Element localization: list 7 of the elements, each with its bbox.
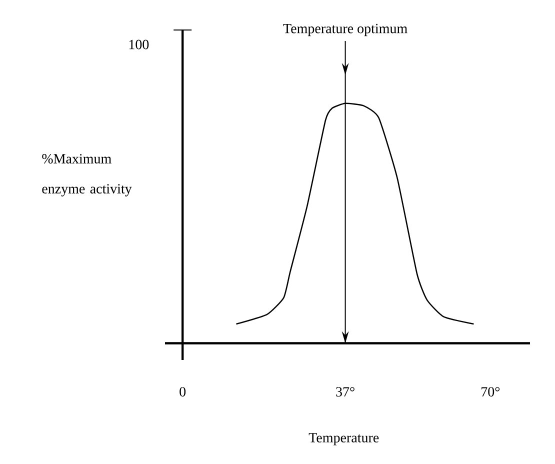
x-tick-label: 0 [180, 387, 186, 397]
text: %Maximum enzyme activity [42, 154, 132, 196]
x-tick-label: 70° [482, 387, 500, 397]
ref-line-label: Temperature optimum [283, 24, 408, 36]
x-axis-title: Temperature [308, 433, 379, 446]
x-tick-label: 37° [336, 387, 354, 397]
text: 100 [129, 40, 149, 50]
